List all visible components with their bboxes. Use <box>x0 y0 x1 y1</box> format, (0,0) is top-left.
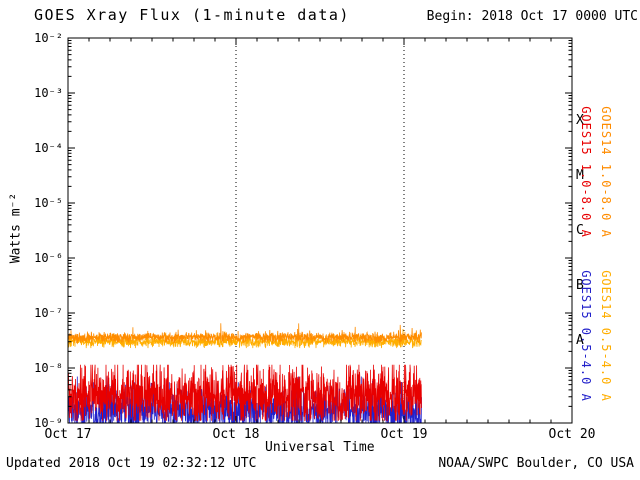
y-tick-label: 10⁻⁹ <box>34 416 63 430</box>
flare-class-label-c: C <box>576 223 584 238</box>
y-tick-label: 10⁻⁵ <box>34 196 63 210</box>
legend-label-goes15-long: GOES15 1.0-8.0 A <box>579 106 593 238</box>
flare-class-label-x: X <box>576 113 584 128</box>
legend-label-goes15-short: GOES15 0.5-4.0 A <box>579 270 593 402</box>
x-tick-label: Oct 19 <box>380 427 428 442</box>
x-tick-label: Oct 18 <box>212 427 260 442</box>
y-tick-label: 10⁻⁶ <box>34 251 63 265</box>
y-axis-label: Watts m⁻² <box>8 192 24 264</box>
plot-frame <box>67 37 573 424</box>
flare-class-label-m: M <box>576 168 584 183</box>
y-tick-label: 10⁻⁸ <box>34 361 63 375</box>
legend-label-goes14-long: GOES14 1.0-8.0 A <box>599 106 613 238</box>
x-tick-label: Oct 20 <box>548 427 596 442</box>
y-tick-label: 10⁻³ <box>34 86 63 100</box>
series-goes14-long <box>68 323 422 344</box>
y-tick-label: 10⁻⁷ <box>34 306 63 320</box>
updated-label: Updated 2018 Oct 19 02:32:12 UTC <box>6 456 257 471</box>
y-tick-label: 10⁻⁴ <box>34 141 63 155</box>
source-label: NOAA/SWPC Boulder, CO USA <box>438 456 634 471</box>
legend-label-goes14-short: GOES14 0.5-4.0 A <box>599 270 613 402</box>
x-tick-label: Oct 17 <box>44 427 92 442</box>
chart-title: GOES Xray Flux (1-minute data) <box>34 6 350 24</box>
flare-class-label-b: B <box>576 278 584 293</box>
series-goes15-long <box>68 364 422 422</box>
x-axis-label: Universal Time <box>265 440 375 455</box>
axis-ticks <box>68 38 572 423</box>
flare-class-label-a: A <box>576 333 584 348</box>
begin-label: Begin: 2018 Oct 17 0000 UTC <box>426 9 638 24</box>
y-tick-label: 10⁻² <box>34 31 63 45</box>
